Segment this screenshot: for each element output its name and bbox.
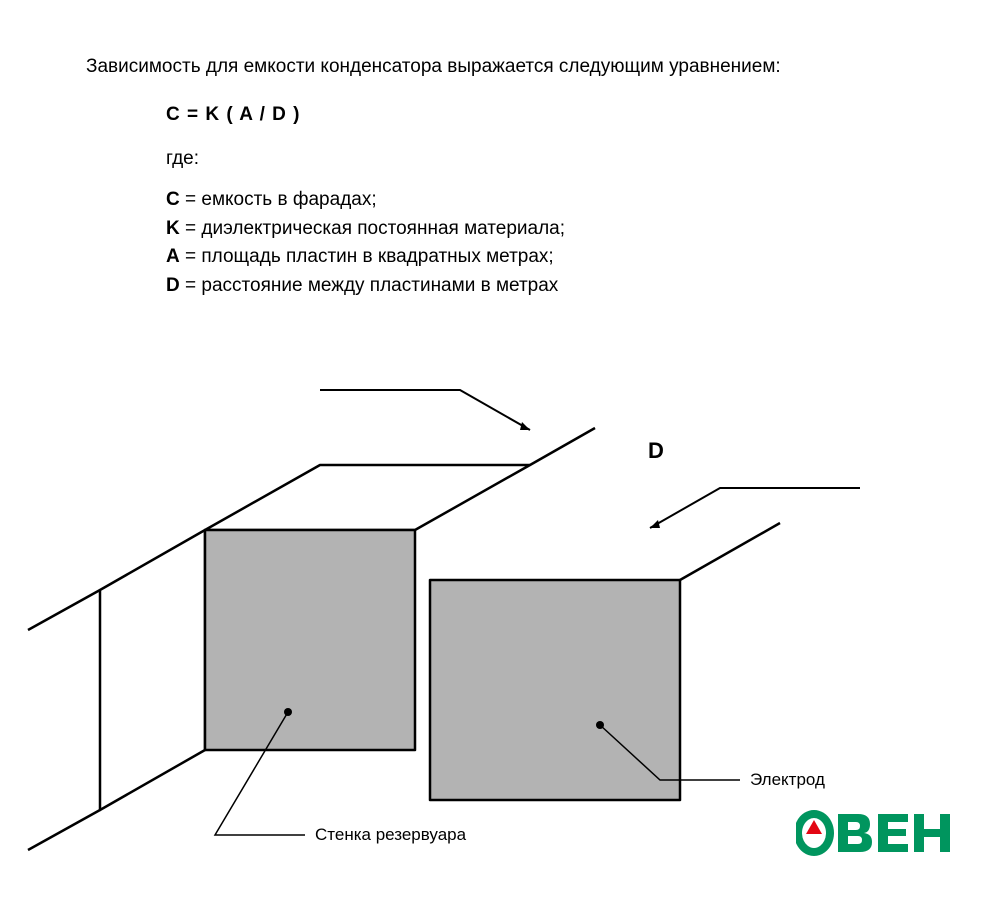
- oven-logo: [796, 810, 956, 856]
- def-c: C = емкость в фарадах;: [166, 186, 960, 215]
- left-plate-side: [100, 530, 205, 810]
- left-plate-front: [205, 530, 415, 750]
- electrode-label: Электрод: [750, 770, 825, 790]
- diagram-svg: [0, 350, 1000, 890]
- right-plate-top-edge2: [430, 523, 530, 580]
- where-label: где:: [166, 148, 960, 170]
- logo-b: [838, 814, 872, 852]
- logo-h: [914, 814, 950, 852]
- def-a: A = площадь пластин в квадратных метрах;: [166, 243, 960, 272]
- def-d: D = расстояние между пластинами в метрах: [166, 272, 960, 301]
- left-plate-top: [205, 465, 530, 530]
- right-plate-top-edge: [680, 523, 780, 580]
- ext-bottom-left: [28, 810, 100, 850]
- right-plate: [430, 580, 680, 800]
- logo-o: [798, 814, 830, 852]
- d-label: D: [648, 438, 664, 464]
- ext-top-right: [530, 428, 595, 465]
- d-arrow-right-line: [650, 488, 860, 528]
- capacitor-diagram: D Электрод Стенка резервуара: [0, 350, 1000, 890]
- definitions-list: C = емкость в фарадах; K = диэлектрическ…: [166, 186, 960, 300]
- d-arrow-left-line: [320, 390, 530, 430]
- d-arrow-left-head: [520, 422, 530, 430]
- ext-top-left: [28, 590, 100, 630]
- logo-e: [878, 814, 908, 852]
- d-arrow-right-head: [650, 520, 660, 528]
- def-k: K = диэлектрическая постоянная материала…: [166, 215, 960, 244]
- intro-text: Зависимость для емкости конденсатора выр…: [86, 56, 960, 78]
- equation: C = K ( A / D ): [166, 104, 960, 126]
- wall-label: Стенка резервуара: [315, 825, 466, 845]
